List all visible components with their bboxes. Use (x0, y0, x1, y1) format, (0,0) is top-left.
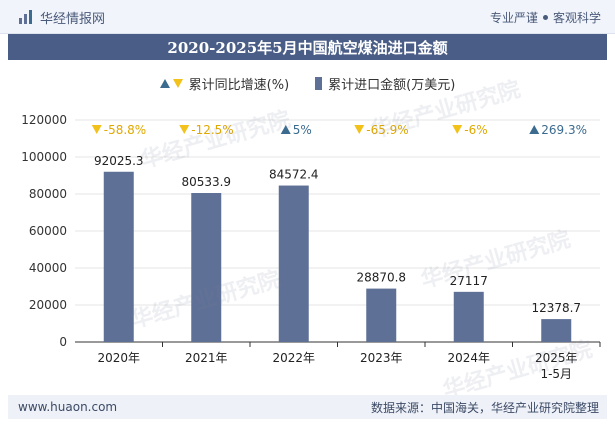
legend-growth-label: 累计同比增速(%) (188, 77, 290, 93)
triangle-down-icon (91, 125, 102, 134)
legend-amount[interactable]: 累计进口金额(万美元) (315, 73, 455, 93)
brand-name: 华经情报网 (40, 11, 106, 27)
x-tick-label: 2021年 (185, 351, 228, 365)
x-tick-label: 2023年 (360, 351, 403, 365)
x-tick-label: 2020年 (97, 351, 140, 365)
legend-growth[interactable]: 累计同比增速(%) (159, 73, 290, 93)
bar-chart: 0 20000 40000 60000 80000 100000 120000 92025.3… (21, 113, 601, 381)
legend-amount-label: 累计进口金额(万美元) (328, 77, 456, 93)
x-tick-label: 2024年 (447, 351, 490, 365)
y-tick-label: 100000 (21, 150, 67, 164)
triangle-down-icon (354, 125, 365, 134)
bar-value-label: 80533.9 (181, 175, 231, 189)
triangle-down-icon (452, 125, 463, 134)
y-tick-label: 20000 (29, 298, 67, 312)
growth-rate-label: -12.5% (191, 123, 233, 137)
bar (541, 319, 572, 342)
slogan: 专业严谨 客观科学 (490, 9, 601, 26)
chart-legend: 累计同比增速(%) 累计进口金额(万美元) (0, 73, 615, 93)
y-tick-label: 60000 (29, 224, 67, 238)
bar-value-label: 28870.8 (356, 271, 406, 285)
slogan-left: 专业严谨 (489, 11, 538, 25)
growth-rate-label: -65.9% (366, 123, 408, 137)
growth-rate-label: -58.8% (104, 123, 146, 137)
bar (103, 171, 134, 342)
top-bar: 华经情报网 专业严谨 客观科学 (0, 0, 615, 34)
triangle-up-icon (529, 125, 540, 134)
y-tick-label: 40000 (29, 261, 67, 275)
chart-title: 2020-2025年5月中国航空煤油进口金额 (8, 34, 607, 60)
x-tick-label: 2025年 (535, 351, 578, 365)
legend-growth-marker (159, 78, 183, 88)
growth-rate-label: -6% (464, 123, 487, 137)
logo-icon (19, 10, 32, 24)
growth-rate-label: 269.3% (541, 123, 587, 137)
y-tick-label: 120000 (21, 113, 67, 127)
y-tick-label: 0 (59, 335, 67, 349)
footer: www.huaon.com 数据来源：中国海关，华经产业研究院整理 (8, 395, 607, 419)
x-tick-label: 1-5月 (540, 367, 572, 381)
bar-value-label: 84572.4 (269, 168, 319, 182)
slogan-right: 客观科学 (552, 11, 601, 25)
bar (366, 288, 397, 342)
bar-value-label: 12378.7 (531, 301, 581, 315)
footer-site-link[interactable]: www.huaon.com (18, 400, 118, 414)
x-tick-label: 2022年 (272, 351, 315, 365)
separator-dot-icon (542, 15, 548, 20)
triangle-down-icon (172, 78, 183, 88)
footer-source: 数据来源：中国海关，华经产业研究院整理 (370, 400, 599, 415)
triangle-up-icon (280, 125, 291, 134)
brand[interactable]: 华经情报网 (18, 8, 106, 27)
growth-rate-label: 5% (293, 123, 312, 137)
triangle-down-icon (179, 125, 190, 134)
bar-value-label: 27117 (450, 274, 488, 288)
triangle-up-icon (159, 78, 170, 88)
bar (191, 193, 222, 342)
legend-amount-swatch (315, 76, 323, 90)
bar (453, 291, 484, 342)
bar (278, 185, 309, 342)
bar-value-label: 92025.3 (94, 154, 144, 168)
y-tick-label: 80000 (29, 187, 67, 201)
